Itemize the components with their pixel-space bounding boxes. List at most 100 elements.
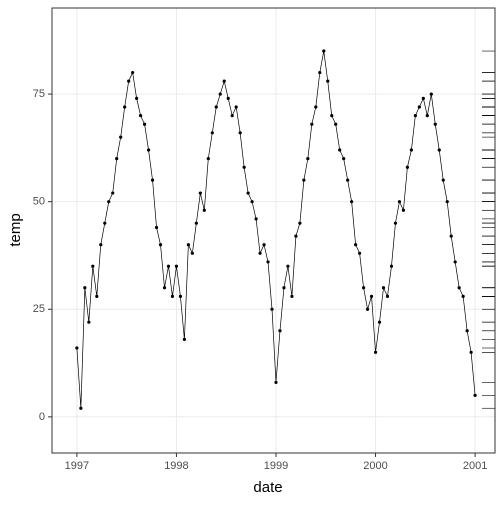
y-axis-label: temp (7, 213, 24, 246)
point (99, 243, 103, 247)
point (314, 105, 318, 109)
point (306, 157, 310, 161)
point (310, 122, 314, 126)
point (290, 294, 294, 298)
point (437, 148, 441, 152)
point (302, 178, 306, 182)
point (230, 113, 234, 118)
point (142, 122, 147, 126)
point (318, 70, 322, 75)
point (322, 49, 326, 53)
point (246, 191, 250, 195)
point (298, 221, 302, 225)
point (274, 380, 278, 385)
point (405, 165, 409, 169)
point (254, 217, 258, 221)
point (111, 191, 115, 195)
point (194, 221, 198, 225)
point (385, 294, 390, 298)
point (282, 286, 286, 290)
x-tick-label: 1998 (164, 460, 188, 472)
point (369, 294, 374, 298)
point (178, 294, 183, 298)
point (286, 264, 290, 268)
point (150, 178, 155, 182)
point (170, 294, 175, 298)
point (250, 200, 254, 204)
point (453, 260, 457, 264)
point (425, 113, 429, 118)
point (139, 113, 143, 118)
point (346, 178, 350, 182)
point (107, 200, 111, 204)
point (210, 131, 214, 135)
point (242, 165, 246, 169)
point (266, 260, 270, 264)
point (75, 346, 79, 350)
x-tick-label: 1999 (264, 460, 288, 472)
point (262, 243, 266, 247)
point (174, 264, 179, 268)
point (465, 329, 469, 333)
point (473, 393, 477, 397)
panel-border (51, 7, 496, 454)
point (401, 208, 406, 212)
point (258, 251, 262, 255)
point (365, 307, 370, 311)
point (218, 92, 222, 96)
point (79, 406, 83, 410)
point (469, 350, 473, 354)
x-tick-label: 2000 (363, 460, 387, 472)
point (330, 113, 334, 118)
y-tick-label: 50 (33, 196, 45, 208)
point (198, 191, 202, 195)
point (413, 113, 417, 118)
point (338, 148, 342, 152)
point (214, 105, 218, 109)
x-axis-label: date (253, 479, 282, 496)
point (135, 96, 139, 100)
point (270, 307, 274, 311)
panel (52, 8, 495, 453)
point (226, 96, 230, 100)
point (278, 329, 282, 333)
point (115, 157, 119, 161)
point (162, 286, 167, 290)
y-tick-label: 0 (39, 411, 45, 423)
point (381, 286, 386, 290)
point (397, 200, 402, 204)
point (131, 70, 135, 75)
point (103, 221, 107, 225)
point (222, 79, 226, 83)
point (449, 234, 453, 238)
point (441, 178, 445, 182)
point (202, 208, 206, 212)
x-tick-label: 2001 (463, 460, 487, 472)
point (154, 225, 159, 230)
point (158, 243, 163, 247)
point (429, 92, 433, 96)
point (433, 122, 437, 126)
point (354, 243, 358, 247)
point (342, 157, 346, 161)
point (409, 148, 413, 152)
point (127, 79, 131, 83)
point (182, 337, 187, 341)
point (119, 135, 123, 139)
point (461, 294, 465, 298)
point (91, 264, 95, 268)
point (326, 79, 330, 83)
point (166, 264, 171, 268)
point (421, 96, 425, 100)
point (146, 148, 151, 152)
point (238, 131, 242, 135)
point (294, 234, 298, 238)
point (206, 157, 210, 161)
point (361, 286, 366, 290)
point (234, 105, 238, 109)
point (393, 221, 398, 225)
point (358, 251, 362, 255)
point (83, 286, 87, 290)
point (186, 243, 190, 247)
